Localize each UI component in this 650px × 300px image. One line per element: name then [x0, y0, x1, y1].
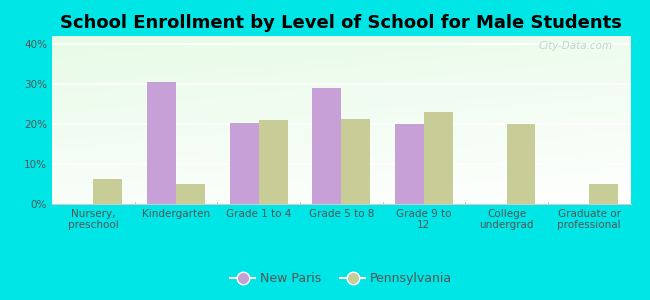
Bar [589, 184, 618, 204]
Bar [94, 179, 122, 204]
Bar [341, 119, 370, 204]
Bar [312, 88, 341, 204]
Bar [147, 82, 176, 204]
Bar [506, 124, 536, 204]
Text: City-Data.com: City-Data.com [539, 41, 613, 51]
Bar [424, 112, 453, 204]
Bar [176, 184, 205, 204]
Legend: New Paris, Pennsylvania: New Paris, Pennsylvania [225, 267, 458, 290]
Bar [229, 123, 259, 204]
Bar [395, 124, 424, 204]
Bar [259, 120, 287, 204]
Title: School Enrollment by Level of School for Male Students: School Enrollment by Level of School for… [60, 14, 622, 32]
